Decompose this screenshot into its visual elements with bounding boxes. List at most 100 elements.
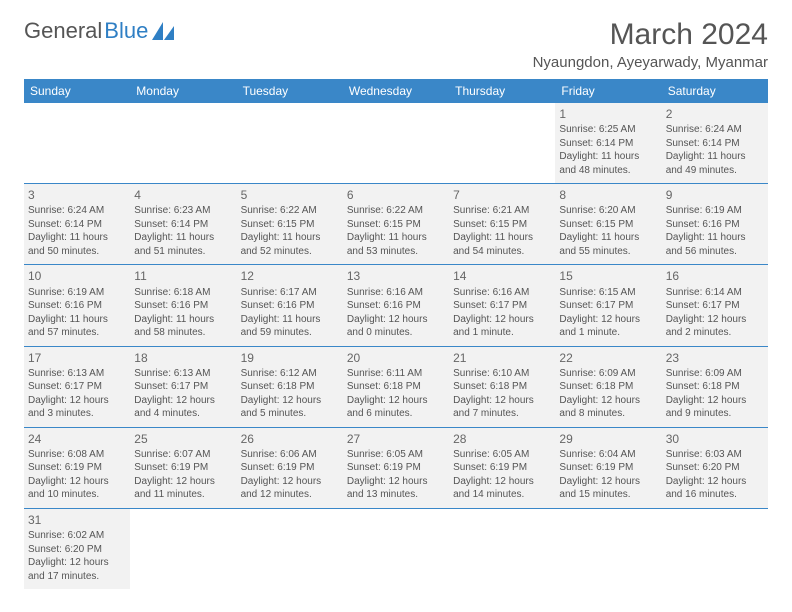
day-number: 27 bbox=[347, 431, 445, 447]
sunset-text: Sunset: 6:18 PM bbox=[347, 380, 445, 394]
sunset-text: Sunset: 6:18 PM bbox=[453, 380, 551, 394]
daylight-text: Daylight: 12 hours and 2 minutes. bbox=[666, 313, 764, 340]
calendar-row: 31Sunrise: 6:02 AMSunset: 6:20 PMDayligh… bbox=[24, 508, 768, 589]
calendar-cell: 24Sunrise: 6:08 AMSunset: 6:19 PMDayligh… bbox=[24, 427, 130, 508]
sunrise-text: Sunrise: 6:11 AM bbox=[347, 367, 445, 381]
day-number: 5 bbox=[241, 187, 339, 203]
weekday-header: Saturday bbox=[662, 79, 768, 103]
calendar-cell: 17Sunrise: 6:13 AMSunset: 6:17 PMDayligh… bbox=[24, 346, 130, 427]
sunset-text: Sunset: 6:15 PM bbox=[347, 218, 445, 232]
daylight-text: Daylight: 12 hours and 1 minute. bbox=[559, 313, 657, 340]
calendar-cell: 25Sunrise: 6:07 AMSunset: 6:19 PMDayligh… bbox=[130, 427, 236, 508]
calendar-cell: 9Sunrise: 6:19 AMSunset: 6:16 PMDaylight… bbox=[662, 184, 768, 265]
weekday-header: Tuesday bbox=[237, 79, 343, 103]
sunrise-text: Sunrise: 6:15 AM bbox=[559, 286, 657, 300]
daylight-text: Daylight: 11 hours and 48 minutes. bbox=[559, 150, 657, 177]
calendar-cell: 11Sunrise: 6:18 AMSunset: 6:16 PMDayligh… bbox=[130, 265, 236, 346]
sunrise-text: Sunrise: 6:22 AM bbox=[347, 204, 445, 218]
daylight-text: Daylight: 12 hours and 4 minutes. bbox=[134, 394, 232, 421]
daylight-text: Daylight: 11 hours and 56 minutes. bbox=[666, 231, 764, 258]
day-number: 18 bbox=[134, 350, 232, 366]
calendar-cell: 18Sunrise: 6:13 AMSunset: 6:17 PMDayligh… bbox=[130, 346, 236, 427]
sunset-text: Sunset: 6:19 PM bbox=[559, 461, 657, 475]
calendar-cell: 31Sunrise: 6:02 AMSunset: 6:20 PMDayligh… bbox=[24, 508, 130, 589]
sunset-text: Sunset: 6:17 PM bbox=[666, 299, 764, 313]
calendar-row: 3Sunrise: 6:24 AMSunset: 6:14 PMDaylight… bbox=[24, 184, 768, 265]
calendar-cell: 13Sunrise: 6:16 AMSunset: 6:16 PMDayligh… bbox=[343, 265, 449, 346]
location: Nyaungdon, Ayeyarwady, Myanmar bbox=[533, 54, 768, 71]
calendar-cell: 30Sunrise: 6:03 AMSunset: 6:20 PMDayligh… bbox=[662, 427, 768, 508]
calendar-cell-empty bbox=[130, 508, 236, 589]
day-number: 26 bbox=[241, 431, 339, 447]
daylight-text: Daylight: 12 hours and 8 minutes. bbox=[559, 394, 657, 421]
daylight-text: Daylight: 12 hours and 6 minutes. bbox=[347, 394, 445, 421]
calendar-cell: 4Sunrise: 6:23 AMSunset: 6:14 PMDaylight… bbox=[130, 184, 236, 265]
sunset-text: Sunset: 6:14 PM bbox=[559, 137, 657, 151]
weekday-header: Wednesday bbox=[343, 79, 449, 103]
daylight-text: Daylight: 12 hours and 14 minutes. bbox=[453, 475, 551, 502]
calendar-cell-empty bbox=[555, 508, 661, 589]
daylight-text: Daylight: 12 hours and 5 minutes. bbox=[241, 394, 339, 421]
sunset-text: Sunset: 6:17 PM bbox=[134, 380, 232, 394]
calendar-cell: 22Sunrise: 6:09 AMSunset: 6:18 PMDayligh… bbox=[555, 346, 661, 427]
sunrise-text: Sunrise: 6:20 AM bbox=[559, 204, 657, 218]
calendar-cell: 2Sunrise: 6:24 AMSunset: 6:14 PMDaylight… bbox=[662, 103, 768, 184]
daylight-text: Daylight: 12 hours and 10 minutes. bbox=[28, 475, 126, 502]
calendar-table: SundayMondayTuesdayWednesdayThursdayFrid… bbox=[24, 79, 768, 589]
day-number: 29 bbox=[559, 431, 657, 447]
daylight-text: Daylight: 12 hours and 11 minutes. bbox=[134, 475, 232, 502]
day-number: 24 bbox=[28, 431, 126, 447]
sunset-text: Sunset: 6:16 PM bbox=[241, 299, 339, 313]
sunrise-text: Sunrise: 6:24 AM bbox=[666, 123, 764, 137]
daylight-text: Daylight: 12 hours and 12 minutes. bbox=[241, 475, 339, 502]
calendar-cell-empty bbox=[24, 103, 130, 184]
calendar-cell-empty bbox=[449, 508, 555, 589]
daylight-text: Daylight: 11 hours and 54 minutes. bbox=[453, 231, 551, 258]
sunset-text: Sunset: 6:17 PM bbox=[453, 299, 551, 313]
sunset-text: Sunset: 6:15 PM bbox=[559, 218, 657, 232]
sunrise-text: Sunrise: 6:13 AM bbox=[28, 367, 126, 381]
sunset-text: Sunset: 6:19 PM bbox=[28, 461, 126, 475]
sunrise-text: Sunrise: 6:16 AM bbox=[347, 286, 445, 300]
sunset-text: Sunset: 6:16 PM bbox=[134, 299, 232, 313]
sunset-text: Sunset: 6:16 PM bbox=[28, 299, 126, 313]
calendar-cell: 6Sunrise: 6:22 AMSunset: 6:15 PMDaylight… bbox=[343, 184, 449, 265]
day-number: 16 bbox=[666, 268, 764, 284]
sunrise-text: Sunrise: 6:25 AM bbox=[559, 123, 657, 137]
title-block: March 2024 Nyaungdon, Ayeyarwady, Myanma… bbox=[533, 18, 768, 71]
logo-text-general: General bbox=[24, 18, 102, 44]
day-number: 12 bbox=[241, 268, 339, 284]
day-number: 15 bbox=[559, 268, 657, 284]
calendar-cell-empty bbox=[662, 508, 768, 589]
sunset-text: Sunset: 6:15 PM bbox=[453, 218, 551, 232]
calendar-cell: 19Sunrise: 6:12 AMSunset: 6:18 PMDayligh… bbox=[237, 346, 343, 427]
calendar-cell: 5Sunrise: 6:22 AMSunset: 6:15 PMDaylight… bbox=[237, 184, 343, 265]
calendar-row: 10Sunrise: 6:19 AMSunset: 6:16 PMDayligh… bbox=[24, 265, 768, 346]
calendar-cell: 23Sunrise: 6:09 AMSunset: 6:18 PMDayligh… bbox=[662, 346, 768, 427]
sunrise-text: Sunrise: 6:19 AM bbox=[666, 204, 764, 218]
calendar-cell: 10Sunrise: 6:19 AMSunset: 6:16 PMDayligh… bbox=[24, 265, 130, 346]
daylight-text: Daylight: 11 hours and 57 minutes. bbox=[28, 313, 126, 340]
day-number: 7 bbox=[453, 187, 551, 203]
sunrise-text: Sunrise: 6:21 AM bbox=[453, 204, 551, 218]
calendar-row: 17Sunrise: 6:13 AMSunset: 6:17 PMDayligh… bbox=[24, 346, 768, 427]
calendar-cell: 16Sunrise: 6:14 AMSunset: 6:17 PMDayligh… bbox=[662, 265, 768, 346]
daylight-text: Daylight: 12 hours and 7 minutes. bbox=[453, 394, 551, 421]
calendar-cell-empty bbox=[237, 508, 343, 589]
day-number: 9 bbox=[666, 187, 764, 203]
sunset-text: Sunset: 6:15 PM bbox=[241, 218, 339, 232]
calendar-cell: 28Sunrise: 6:05 AMSunset: 6:19 PMDayligh… bbox=[449, 427, 555, 508]
sunrise-text: Sunrise: 6:23 AM bbox=[134, 204, 232, 218]
sunset-text: Sunset: 6:18 PM bbox=[241, 380, 339, 394]
calendar-cell: 7Sunrise: 6:21 AMSunset: 6:15 PMDaylight… bbox=[449, 184, 555, 265]
daylight-text: Daylight: 12 hours and 0 minutes. bbox=[347, 313, 445, 340]
sunrise-text: Sunrise: 6:09 AM bbox=[666, 367, 764, 381]
calendar-cell-empty bbox=[130, 103, 236, 184]
calendar-cell: 21Sunrise: 6:10 AMSunset: 6:18 PMDayligh… bbox=[449, 346, 555, 427]
calendar-cell: 20Sunrise: 6:11 AMSunset: 6:18 PMDayligh… bbox=[343, 346, 449, 427]
sunrise-text: Sunrise: 6:22 AM bbox=[241, 204, 339, 218]
calendar-row: 1Sunrise: 6:25 AMSunset: 6:14 PMDaylight… bbox=[24, 103, 768, 184]
day-number: 10 bbox=[28, 268, 126, 284]
sunset-text: Sunset: 6:14 PM bbox=[28, 218, 126, 232]
sunrise-text: Sunrise: 6:04 AM bbox=[559, 448, 657, 462]
